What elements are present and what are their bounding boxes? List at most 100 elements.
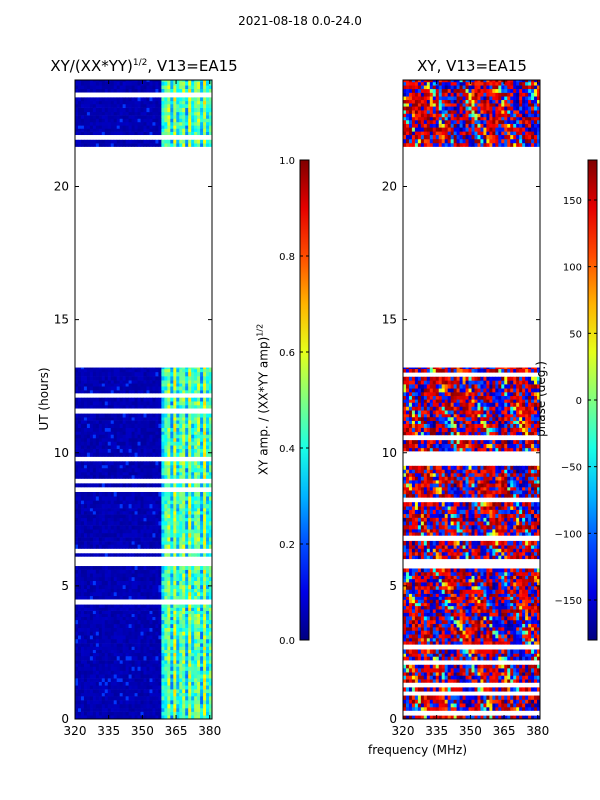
panel1-heatmap-cell — [146, 573, 150, 578]
panel1-heatmap-cell — [167, 544, 171, 549]
panel1-heatmap-cell — [86, 445, 91, 449]
panel1-heatmap-cell — [77, 607, 82, 611]
panel1-heatmap-cell — [191, 511, 195, 515]
panel1-heatmap-cell — [89, 569, 94, 574]
panel1-heatmap-cell — [101, 689, 106, 694]
panel1-heatmap-cell — [185, 115, 189, 119]
panel1-heatmap-cell — [98, 431, 103, 435]
panel1-heatmap-cell — [134, 445, 138, 449]
panel1-heatmap-cell — [149, 681, 153, 686]
panel1-heatmap-cell — [140, 649, 144, 654]
panel1-heatmap-cell — [92, 397, 97, 402]
panel1-heatmap-cell — [161, 128, 165, 132]
panel1-heatmap-cell — [122, 420, 127, 424]
panel1-heatmap-cell — [140, 103, 144, 108]
panel1-heatmap-cell — [161, 681, 165, 686]
panel1-heatmap-cell — [83, 376, 88, 381]
panel1-heatmap-cell — [158, 431, 162, 435]
panel1-heatmap-cell — [158, 666, 162, 671]
panel1-heatmap-cell — [149, 607, 153, 611]
panel1-heatmap-cell — [86, 591, 91, 597]
panel1-heatmap-cell — [179, 619, 183, 625]
panel1-heatmap-cell — [146, 371, 150, 377]
panel1-heatmap-cell — [128, 404, 132, 409]
panel2-heatmap-cell — [408, 695, 413, 700]
panel1-heatmap-cell — [104, 635, 109, 640]
panel1-heatmap-cell — [170, 423, 174, 429]
panel1-heatmap-cell — [143, 678, 147, 682]
panel1-heatmap-cell — [131, 584, 135, 590]
panel1-heatmap-cell — [146, 401, 150, 406]
panel1-heatmap-cell — [155, 474, 159, 479]
panel1-heatmap-cell — [167, 474, 171, 479]
panel1-heatmap-cell — [125, 423, 130, 429]
panel1-heatmap-cell — [188, 553, 192, 557]
panel1-heatmap-cell — [143, 541, 147, 545]
panel1-heatmap-cell — [122, 607, 127, 611]
panel1-heatmap-cell — [200, 496, 204, 501]
panel1-heatmap-cell — [113, 125, 118, 129]
panel1-heatmap-cell — [152, 619, 156, 625]
panel1-heatmap-cell — [122, 427, 127, 432]
panel1-heatmap-cell — [182, 660, 186, 664]
panel1-heatmap-cell — [167, 696, 171, 701]
panel1-heatmap-cell — [203, 580, 207, 586]
panel1-heatmap-cell — [92, 125, 97, 129]
panel1-heatmap-cell — [161, 685, 165, 690]
panel1-heatmap-cell — [143, 616, 147, 621]
panel1-heatmap-cell — [104, 125, 109, 129]
panel1-heatmap-cell — [125, 638, 130, 644]
panel1-heatmap-cell — [209, 623, 213, 628]
panel1-heatmap-cell — [200, 386, 204, 391]
panel1-heatmap-cell — [104, 616, 109, 621]
panel1-heatmap-cell — [209, 685, 213, 690]
panel1-heatmap-cell — [152, 635, 156, 640]
panel1-heatmap-cell — [98, 445, 103, 449]
panel1-heatmap-cell — [209, 474, 213, 479]
panel1-heatmap-cell — [191, 496, 195, 501]
panel1-heatmap-cell — [131, 472, 135, 476]
panel1-heatmap-cell — [185, 452, 189, 457]
panel1-heatmap-cell — [146, 383, 150, 387]
panel1-heatmap-cell — [194, 517, 198, 522]
panel1-heatmap-cell — [77, 139, 82, 144]
panel1-heatmap-cell — [137, 423, 141, 429]
panel1-heatmap-cell — [83, 619, 88, 625]
panel1-heatmap-cell — [119, 553, 124, 557]
panel1-heatmap-cell — [101, 610, 106, 615]
panel1-heatmap-cell — [125, 380, 130, 384]
panel1-heatmap-cell — [185, 708, 189, 712]
panel1-heatmap-cell — [95, 584, 100, 590]
panel1-heatmap-cell — [125, 500, 130, 505]
panel1-heatmap-cell — [185, 371, 189, 377]
panel1-heatmap-cell — [185, 627, 189, 632]
panel1-heatmap-cell — [203, 503, 207, 509]
panel1-heatmap-cell — [113, 643, 118, 647]
panel1-heatmap-cell — [188, 616, 192, 621]
panel1-heatmap-cell — [95, 131, 100, 136]
panel1-heatmap-cell — [182, 491, 186, 497]
panel1-heatmap-cell — [173, 692, 177, 697]
panel1-heatmap-cell — [161, 472, 165, 476]
panel1-heatmap-cell — [197, 441, 201, 446]
panel1-heatmap-cell — [206, 97, 210, 102]
panel1-heatmap-cell — [158, 413, 162, 418]
panel1-heatmap-cell — [158, 576, 162, 581]
panel1-heatmap-cell — [131, 711, 135, 716]
panel1-heatmap-cell — [95, 85, 100, 90]
panel1-heatmap-cell — [182, 368, 186, 373]
panel1-heatmap-cell — [188, 532, 192, 538]
panel1-heatmap-cell — [170, 496, 174, 501]
panel1-heatmap-cell — [185, 376, 189, 381]
panel1-heatmap-cell — [131, 692, 135, 697]
panel2-heatmap-cell — [429, 703, 434, 708]
panel1-heatmap-cell — [98, 115, 103, 119]
panel2-heatmap-cell — [441, 707, 446, 711]
panel1-heatmap-cell — [104, 386, 109, 391]
panel1-heatmap-cell — [158, 569, 162, 574]
panel1-heatmap-cell — [107, 111, 112, 116]
panel1-heatmap-cell — [95, 573, 100, 578]
panel1-heatmap-cell — [194, 678, 198, 682]
panel1-heatmap-cell — [203, 143, 207, 147]
panel1-heatmap-cell — [197, 696, 201, 701]
